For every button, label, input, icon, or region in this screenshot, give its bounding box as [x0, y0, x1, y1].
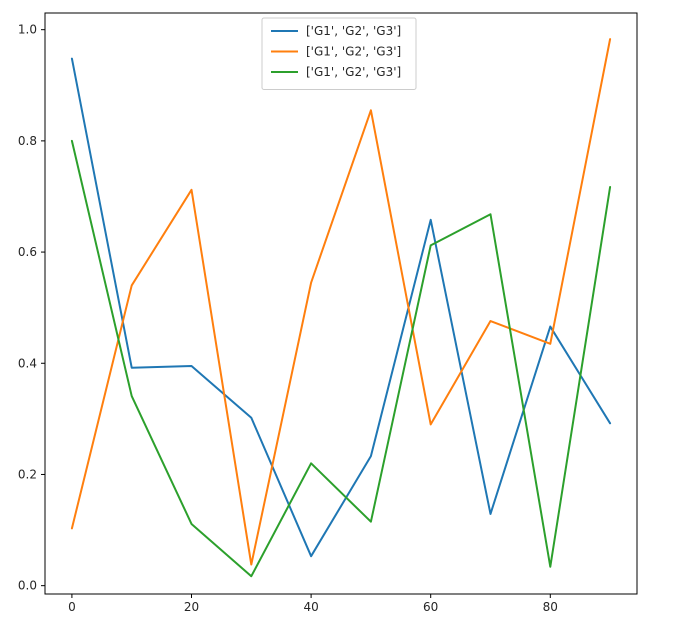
- y-tick-label: 0.6: [18, 245, 37, 259]
- y-tick-label: 0.4: [18, 356, 37, 370]
- ticks-layer: 0 20 40 60 80 0.0 0.2 0.4 0.6 0.8 1.0: [18, 23, 558, 614]
- legend: ['G1', 'G2', 'G3'] ['G1', 'G2', 'G3'] ['G1…: [261, 17, 417, 90]
- plot-frame: [44, 12, 638, 595]
- x-tick-label: 20: [184, 600, 199, 614]
- series-line-2: [70, 38, 612, 566]
- x-tick-label: 60: [423, 600, 438, 614]
- legend-box: [261, 17, 417, 90]
- series-layer: [70, 38, 612, 578]
- series-line-1: [70, 57, 612, 558]
- x-tick-label: 80: [543, 600, 558, 614]
- y-tick-label: 0.0: [18, 579, 37, 593]
- y-tick-label: 1.0: [18, 23, 37, 37]
- x-tick-label: 40: [303, 600, 318, 614]
- x-tick-label: 0: [68, 600, 76, 614]
- y-tick-label: 0.8: [18, 134, 37, 148]
- legend-label-2: ['G1', 'G2', 'G3']: [306, 45, 401, 59]
- series-line-3: [70, 139, 612, 578]
- y-tick-label: 0.2: [18, 467, 37, 481]
- legend-label-1: ['G1', 'G2', 'G3']: [306, 24, 401, 38]
- legend-label-3: ['G1', 'G2', 'G3']: [306, 65, 401, 79]
